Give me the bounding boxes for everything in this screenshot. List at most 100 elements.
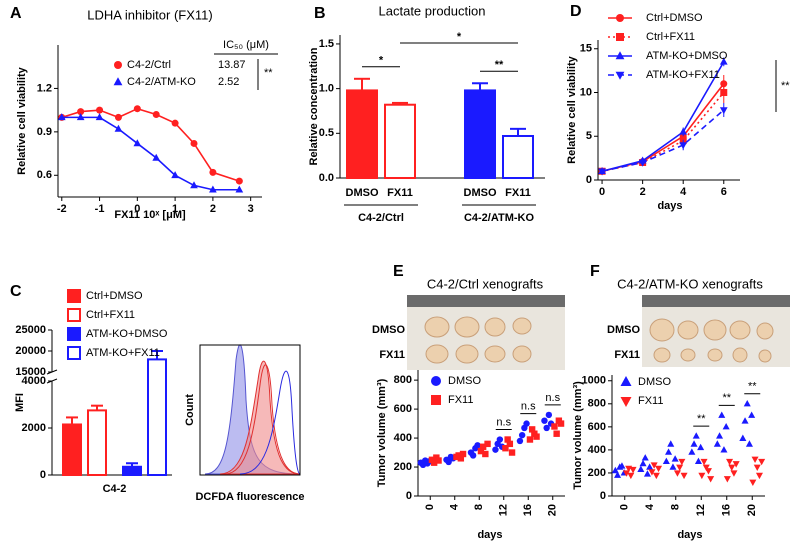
point: [679, 127, 688, 135]
point: [755, 472, 763, 480]
point: [502, 445, 509, 452]
y-tick-label: 15000: [15, 366, 46, 378]
x-axis-label: days: [677, 529, 702, 541]
x-axis-label: days: [477, 529, 502, 541]
point: [57, 113, 66, 121]
x-axis-label: days: [657, 200, 682, 212]
x-tick-label: FX11: [387, 187, 413, 199]
bar: [502, 134, 534, 179]
chart-title: LDHA inhibitor (FX11): [87, 7, 212, 22]
x-tick-label: FX11: [505, 187, 531, 199]
x-tick-label: C4-2: [103, 483, 127, 495]
ic50-value: 13.87: [218, 59, 246, 71]
point: [748, 411, 756, 418]
point: [235, 185, 244, 193]
flow-curve: [219, 360, 301, 475]
point: [526, 436, 534, 443]
point: [673, 470, 681, 477]
x-tick-label: 8: [670, 504, 682, 510]
legend-label: DMSO: [448, 375, 481, 387]
point: [638, 159, 647, 167]
y-tick-label: 15: [580, 43, 592, 55]
legend-marker: [114, 61, 122, 69]
point: [723, 476, 731, 483]
y-tick-label: 0.5: [319, 127, 334, 139]
legend-label: C4-2/ATM-KO: [127, 76, 196, 88]
series-line: [61, 116, 240, 191]
point: [479, 443, 487, 450]
point: [152, 110, 160, 118]
series-line: [61, 107, 240, 182]
flow-frame: [199, 344, 301, 476]
y-tick-label: 4000: [22, 375, 46, 387]
point: [457, 455, 465, 462]
point: [720, 446, 728, 453]
bar: [384, 103, 416, 179]
point: [728, 464, 736, 472]
series-line: [601, 91, 725, 173]
point: [622, 470, 630, 477]
ruler: [407, 295, 565, 307]
x-tick-label: 6: [721, 186, 727, 198]
point: [518, 431, 526, 439]
point: [704, 468, 712, 475]
point: [545, 411, 553, 419]
point: [171, 119, 179, 127]
point: [96, 106, 104, 114]
point: [76, 113, 85, 121]
point: [679, 142, 688, 150]
x-tick-label: 4: [644, 503, 656, 510]
flow-histogram: [199, 344, 301, 476]
y-tick-label: 0: [406, 490, 412, 502]
legend-label: DMSO: [638, 376, 671, 388]
point: [739, 434, 747, 441]
point: [469, 452, 477, 459]
y-tick-label: 1.2: [37, 82, 52, 94]
point: [557, 420, 565, 427]
significance-label: **: [264, 67, 273, 79]
point: [477, 447, 485, 455]
chart-title: C4-2/ATM-KO xenografts: [617, 276, 763, 291]
point: [152, 153, 161, 161]
point: [722, 423, 730, 430]
point: [474, 442, 481, 449]
point: [749, 479, 757, 487]
significance-label: **: [748, 381, 757, 393]
bar: [87, 409, 107, 476]
point: [445, 458, 452, 466]
bar: [62, 423, 82, 477]
point: [652, 472, 660, 480]
point: [643, 470, 651, 477]
y-tick-label: 200: [394, 461, 412, 473]
x-axis-label: DCFDA fluorescence: [195, 491, 304, 503]
point: [692, 432, 700, 439]
point: [484, 440, 491, 448]
x-tick-label: -2: [57, 203, 67, 215]
y-tick-label: 600: [588, 421, 606, 433]
panel-label: F: [590, 263, 600, 280]
photo-label: FX11: [614, 349, 640, 361]
photo-ctrl: [407, 295, 565, 370]
y-tick-label: 0: [600, 490, 606, 502]
y-axis-label: Relative cell viability: [566, 55, 578, 163]
legend-swatch: [67, 308, 81, 322]
panel-label: C: [10, 283, 22, 300]
y-axis-label: Tumor volume (mm³): [572, 381, 584, 490]
point: [720, 89, 728, 96]
y-tick-label: 0.0: [319, 172, 334, 184]
x-tick-label: 2: [640, 186, 646, 198]
legend-label: Ctrl+DMSO: [86, 290, 143, 302]
significance-label: n.s: [545, 392, 560, 404]
bar: [464, 89, 496, 179]
point: [732, 461, 740, 468]
y-tick-label: 0: [586, 174, 592, 186]
x-tick-label: -1: [95, 203, 105, 215]
point: [506, 440, 514, 448]
significance-label: n.s: [521, 400, 536, 412]
x-tick-label: 2: [210, 203, 216, 215]
flow-curve: [224, 364, 301, 475]
point: [528, 426, 536, 433]
x-tick-label: 1: [172, 203, 178, 215]
ic50-value: 2.52: [218, 76, 239, 88]
point: [171, 171, 179, 179]
